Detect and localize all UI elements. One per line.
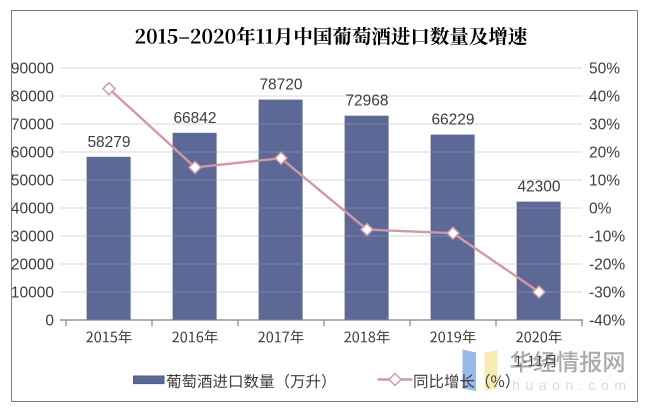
svg-text:78720: 78720 bbox=[259, 77, 302, 94]
svg-text:70000: 70000 bbox=[11, 117, 54, 134]
svg-text:10%: 10% bbox=[589, 173, 620, 190]
svg-text:20000: 20000 bbox=[11, 257, 54, 274]
svg-text:50%: 50% bbox=[589, 61, 620, 78]
svg-text:66842: 66842 bbox=[173, 110, 216, 127]
svg-text:30000: 30000 bbox=[11, 229, 54, 246]
svg-text:-40%: -40% bbox=[589, 313, 625, 330]
svg-text:20%: 20% bbox=[589, 145, 620, 162]
svg-text:-20%: -20% bbox=[589, 257, 625, 274]
svg-text:-10%: -10% bbox=[589, 229, 625, 246]
svg-text:72968: 72968 bbox=[345, 93, 388, 110]
svg-text:50000: 50000 bbox=[11, 173, 54, 190]
svg-text:40000: 40000 bbox=[11, 201, 54, 218]
svg-text:0%: 0% bbox=[589, 201, 612, 218]
svg-text:huaon.com: huaon.com bbox=[512, 377, 632, 393]
svg-text:0: 0 bbox=[45, 313, 54, 330]
svg-text:10000: 10000 bbox=[11, 285, 54, 302]
svg-text:-30%: -30% bbox=[589, 285, 625, 302]
svg-text:30%: 30% bbox=[589, 117, 620, 134]
svg-text:80000: 80000 bbox=[11, 89, 54, 106]
svg-text:60000: 60000 bbox=[11, 145, 54, 162]
svg-text:66229: 66229 bbox=[431, 112, 474, 129]
svg-text:58279: 58279 bbox=[87, 134, 130, 151]
svg-text:42300: 42300 bbox=[517, 179, 560, 196]
svg-text:40%: 40% bbox=[589, 89, 620, 106]
svg-text:90000: 90000 bbox=[11, 61, 54, 78]
